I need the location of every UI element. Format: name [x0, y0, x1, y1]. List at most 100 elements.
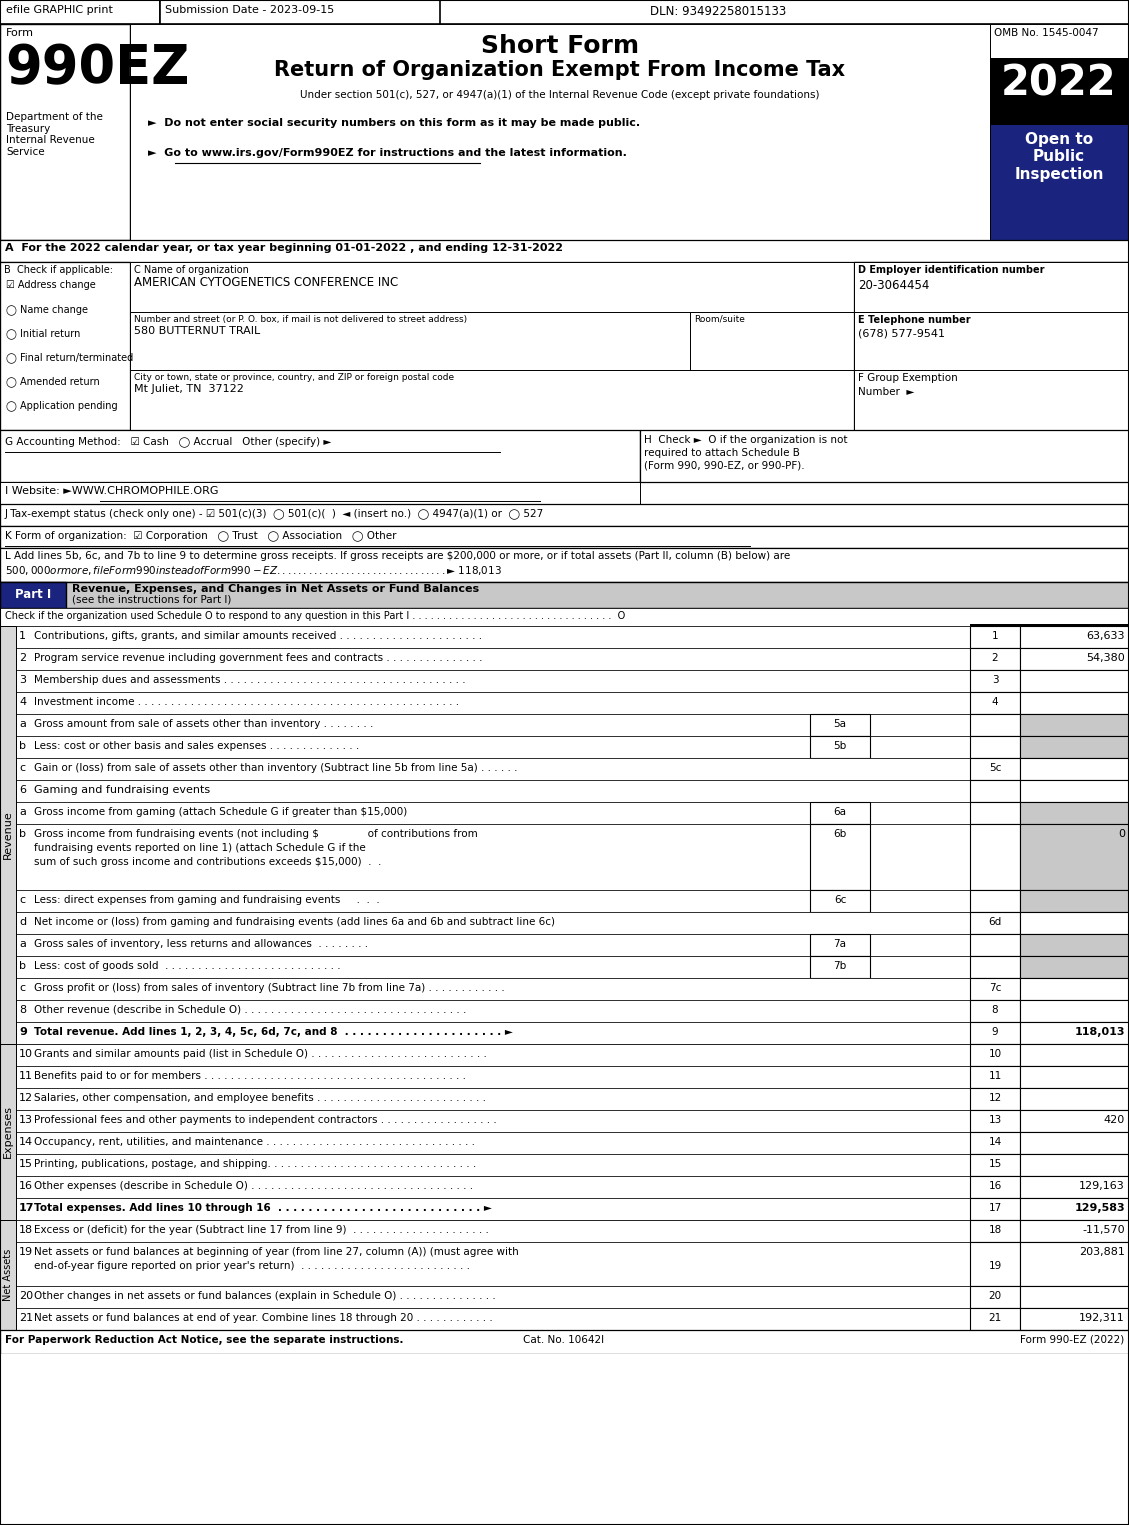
Bar	[130, 371, 854, 430]
Bar	[16, 912, 970, 933]
Bar	[809, 956, 870, 978]
Bar	[0, 583, 1129, 608]
Text: 14: 14	[988, 1138, 1001, 1147]
Text: 17: 17	[988, 1203, 1001, 1212]
Text: a: a	[19, 939, 26, 949]
Bar	[854, 371, 1129, 430]
Text: 19: 19	[19, 1247, 33, 1257]
Bar	[16, 1045, 970, 1066]
Bar	[16, 1110, 970, 1132]
Text: Revenue, Expenses, and Changes in Net Assets or Fund Balances: Revenue, Expenses, and Changes in Net As…	[72, 584, 479, 595]
Text: 7c: 7c	[989, 984, 1001, 993]
Bar	[1019, 648, 1129, 669]
Bar	[1019, 802, 1129, 824]
Text: Other revenue (describe in Schedule O) . . . . . . . . . . . . . . . . . . . . .: Other revenue (describe in Schedule O) .…	[34, 1005, 466, 1016]
Text: 192,311: 192,311	[1079, 1313, 1124, 1324]
Text: 5b: 5b	[833, 741, 847, 750]
Text: Net assets or fund balances at beginning of year (from line 27, column (A)) (mus: Net assets or fund balances at beginning…	[34, 1247, 518, 1257]
Text: (678) 577-9541: (678) 577-9541	[858, 328, 945, 339]
Text: 990EZ: 990EZ	[5, 43, 190, 95]
Text: required to attach Schedule B: required to attach Schedule B	[644, 448, 799, 458]
Text: 9: 9	[991, 1026, 998, 1037]
Bar	[970, 737, 1019, 758]
Bar	[0, 262, 130, 430]
Bar	[16, 1022, 970, 1045]
Text: F Group Exemption: F Group Exemption	[858, 374, 957, 383]
Bar	[970, 779, 1019, 802]
Bar	[854, 313, 1129, 371]
Text: Salaries, other compensation, and employee benefits . . . . . . . . . . . . . . : Salaries, other compensation, and employ…	[34, 1093, 485, 1103]
Bar	[0, 24, 130, 239]
Text: 580 BUTTERNUT TRAIL: 580 BUTTERNUT TRAIL	[134, 326, 261, 336]
Text: 20-3064454: 20-3064454	[858, 279, 929, 291]
Text: For Paperwork Reduction Act Notice, see the separate instructions.: For Paperwork Reduction Act Notice, see …	[5, 1334, 403, 1345]
Text: 7a: 7a	[833, 939, 847, 949]
Bar	[1019, 714, 1129, 737]
Text: 16: 16	[19, 1180, 33, 1191]
Text: 4: 4	[991, 697, 998, 708]
Bar	[0, 547, 1129, 583]
Bar	[16, 933, 970, 956]
Bar	[970, 1199, 1019, 1220]
Bar	[809, 891, 870, 912]
Bar	[1019, 1220, 1129, 1241]
Text: 21: 21	[988, 1313, 1001, 1324]
Bar	[16, 956, 970, 978]
Bar	[1019, 956, 1129, 978]
Text: Return of Organization Exempt From Income Tax: Return of Organization Exempt From Incom…	[274, 59, 846, 79]
Bar	[1019, 1000, 1129, 1022]
Bar	[1019, 625, 1129, 648]
Text: b: b	[19, 961, 26, 971]
Text: 17: 17	[19, 1203, 35, 1212]
Text: 7b: 7b	[833, 961, 847, 971]
Bar	[1019, 912, 1129, 933]
Bar	[16, 669, 970, 692]
Bar	[0, 1354, 1129, 1525]
Bar	[130, 24, 990, 239]
Bar	[970, 824, 1019, 891]
Bar	[1019, 1308, 1129, 1330]
Text: 118,013: 118,013	[1075, 1026, 1124, 1037]
Text: 18: 18	[19, 1225, 33, 1235]
Text: 6d: 6d	[988, 917, 1001, 927]
Text: 15: 15	[988, 1159, 1001, 1170]
Text: Gross profit or (loss) from sales of inventory (Subtract line 7b from line 7a) .: Gross profit or (loss) from sales of inv…	[34, 984, 505, 993]
Text: (Form 990, 990-EZ, or 990-PF).: (Form 990, 990-EZ, or 990-PF).	[644, 461, 805, 471]
Text: Other expenses (describe in Schedule O) . . . . . . . . . . . . . . . . . . . . : Other expenses (describe in Schedule O) …	[34, 1180, 473, 1191]
Bar	[0, 0, 160, 24]
Text: 0: 0	[1118, 830, 1124, 839]
Text: Mt Juliet, TN  37122: Mt Juliet, TN 37122	[134, 384, 244, 393]
Text: 12: 12	[19, 1093, 33, 1103]
Bar	[970, 1286, 1019, 1308]
Text: Program service revenue including government fees and contracts . . . . . . . . : Program service revenue including govern…	[34, 653, 482, 663]
Bar	[16, 1286, 970, 1308]
Text: c: c	[19, 762, 25, 773]
Text: C Name of organization: C Name of organization	[134, 265, 248, 274]
Bar	[970, 714, 1019, 737]
Text: 14: 14	[19, 1138, 33, 1147]
Text: b: b	[19, 830, 26, 839]
Bar	[970, 912, 1019, 933]
Text: Gross sales of inventory, less returns and allowances  . . . . . . . .: Gross sales of inventory, less returns a…	[34, 939, 368, 949]
Bar	[0, 482, 640, 503]
Bar	[1019, 1132, 1129, 1154]
Bar	[1019, 737, 1129, 758]
Text: Total expenses. Add lines 10 through 16  . . . . . . . . . . . . . . . . . . . .: Total expenses. Add lines 10 through 16 …	[34, 1203, 492, 1212]
Bar	[16, 1199, 970, 1220]
Text: E Telephone number: E Telephone number	[858, 316, 971, 325]
Text: Gain or (loss) from sale of assets other than inventory (Subtract line 5b from l: Gain or (loss) from sale of assets other…	[34, 762, 517, 773]
Text: $500,000 or more, file Form 990 instead of Form 990-EZ . . . . . . . . . . . . .: $500,000 or more, file Form 990 instead …	[5, 564, 502, 576]
Bar	[16, 692, 970, 714]
Text: 20: 20	[988, 1292, 1001, 1301]
Text: Gross amount from sale of assets other than inventory . . . . . . . .: Gross amount from sale of assets other t…	[34, 718, 374, 729]
Bar	[970, 1308, 1019, 1330]
Text: 8: 8	[991, 1005, 998, 1016]
Bar	[640, 430, 1129, 482]
Text: Investment income . . . . . . . . . . . . . . . . . . . . . . . . . . . . . . . : Investment income . . . . . . . . . . . …	[34, 697, 460, 708]
Text: 5c: 5c	[989, 762, 1001, 773]
Text: 11: 11	[988, 1071, 1001, 1081]
Text: Check if the organization used Schedule O to respond to any question in this Par: Check if the organization used Schedule …	[5, 612, 625, 621]
Text: 10: 10	[988, 1049, 1001, 1058]
Bar	[970, 648, 1019, 669]
Bar	[1019, 692, 1129, 714]
